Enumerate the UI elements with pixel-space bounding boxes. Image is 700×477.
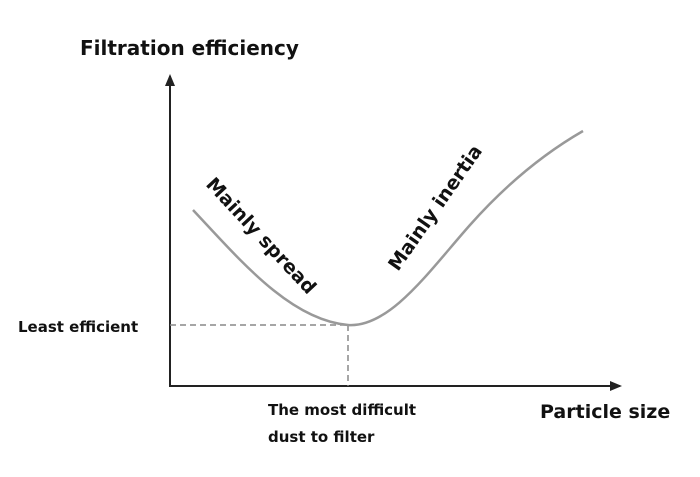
annotation: Least efficient (18, 318, 138, 336)
annotation: The most difficult (268, 401, 416, 419)
branch-label: Mainly inertia (384, 141, 487, 275)
y-axis-label: Filtration efficiency (80, 36, 299, 60)
efficiency-curve (192, 129, 584, 327)
x-axis-label: Particle size (540, 401, 670, 423)
annotation: dust to filter (268, 428, 375, 446)
